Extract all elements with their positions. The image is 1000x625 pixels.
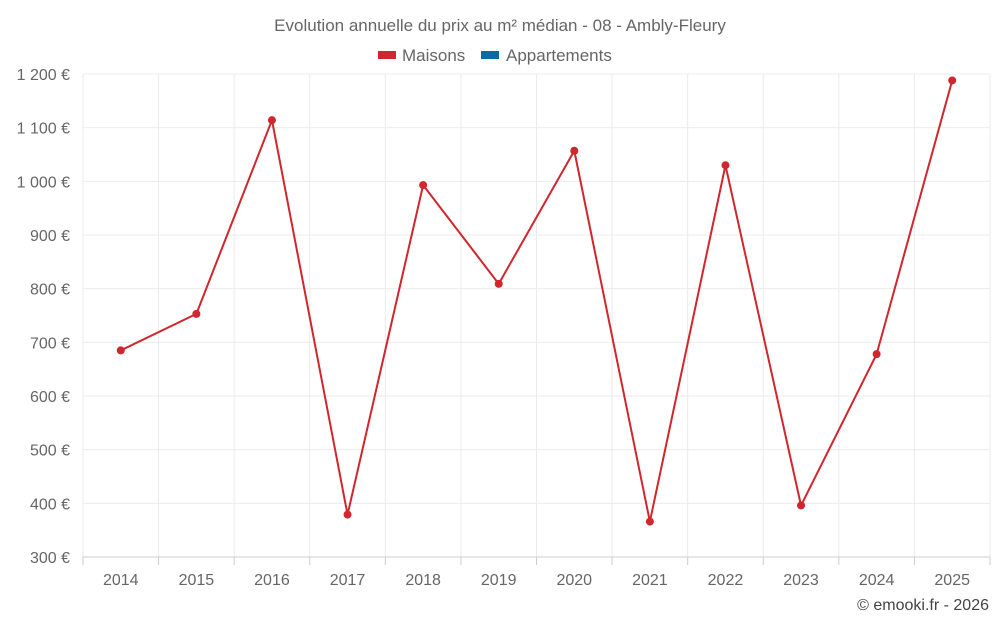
y-tick-label: 800 €: [30, 282, 70, 299]
series-line-maisons: [120, 80, 954, 523]
gridlines: [82, 73, 991, 557]
series-maisons: [116, 76, 957, 526]
data-point-maisons[interactable]: [343, 510, 352, 519]
legend-item-appartements[interactable]: Appartements: [481, 46, 612, 65]
data-point-maisons[interactable]: [570, 146, 579, 155]
data-point-maisons[interactable]: [267, 116, 276, 125]
data-point-maisons[interactable]: [645, 517, 654, 526]
y-tick-label: 700 €: [30, 335, 70, 352]
legend-label-maisons: Maisons: [402, 46, 465, 65]
x-tick-label: 2016: [254, 572, 290, 589]
y-tick-label: 900 €: [30, 228, 70, 245]
data-point-maisons[interactable]: [192, 309, 201, 318]
y-axis-labels: 300 € 400 € 500 € 600 € 700 € 800 € 900 € 1 000…: [17, 67, 70, 567]
legend-swatch-appartements: [481, 51, 499, 59]
x-tick-label: 2019: [481, 572, 517, 589]
x-tick-label: 2024: [859, 572, 895, 589]
x-tick-label: 2014: [103, 572, 139, 589]
y-tick-label: 1 200 €: [17, 67, 70, 84]
x-axis-labels: 2014 2015 2016 2017 2018 2019 2020 2021 2022 2023…: [103, 572, 970, 589]
data-point-maisons[interactable]: [948, 76, 957, 85]
x-tick-label: 2023: [783, 572, 819, 589]
credit-text: © emooki.fr - 2026: [857, 597, 989, 614]
data-point-maisons[interactable]: [419, 181, 428, 190]
chart-title: Evolution annuelle du prix au m² médian …: [274, 16, 726, 35]
data-point-maisons[interactable]: [797, 501, 806, 510]
y-tick-label: 1 000 €: [17, 174, 70, 191]
x-tick-label: 2022: [708, 572, 744, 589]
y-tick-label: 600 €: [30, 389, 70, 406]
legend-swatch-maisons: [378, 51, 396, 59]
x-tick-label: 2020: [556, 572, 592, 589]
axes: [82, 556, 991, 565]
x-tick-label: 2017: [330, 572, 366, 589]
data-point-maisons[interactable]: [721, 161, 730, 170]
y-tick-label: 300 €: [30, 550, 70, 567]
legend-item-maisons[interactable]: Maisons: [378, 46, 465, 65]
y-tick-label: 1 100 €: [17, 121, 70, 138]
x-tick-label: 2018: [405, 572, 441, 589]
data-point-maisons[interactable]: [872, 350, 881, 359]
legend-label-appartements: Appartements: [506, 46, 612, 65]
legend: Maisons Appartements: [378, 46, 612, 65]
data-point-maisons[interactable]: [116, 346, 125, 355]
y-tick-label: 500 €: [30, 443, 70, 460]
x-tick-label: 2021: [632, 572, 668, 589]
y-tick-label: 400 €: [30, 496, 70, 513]
x-tick-label: 2015: [179, 572, 215, 589]
data-point-maisons[interactable]: [494, 279, 503, 288]
x-tick-label: 2025: [934, 572, 970, 589]
